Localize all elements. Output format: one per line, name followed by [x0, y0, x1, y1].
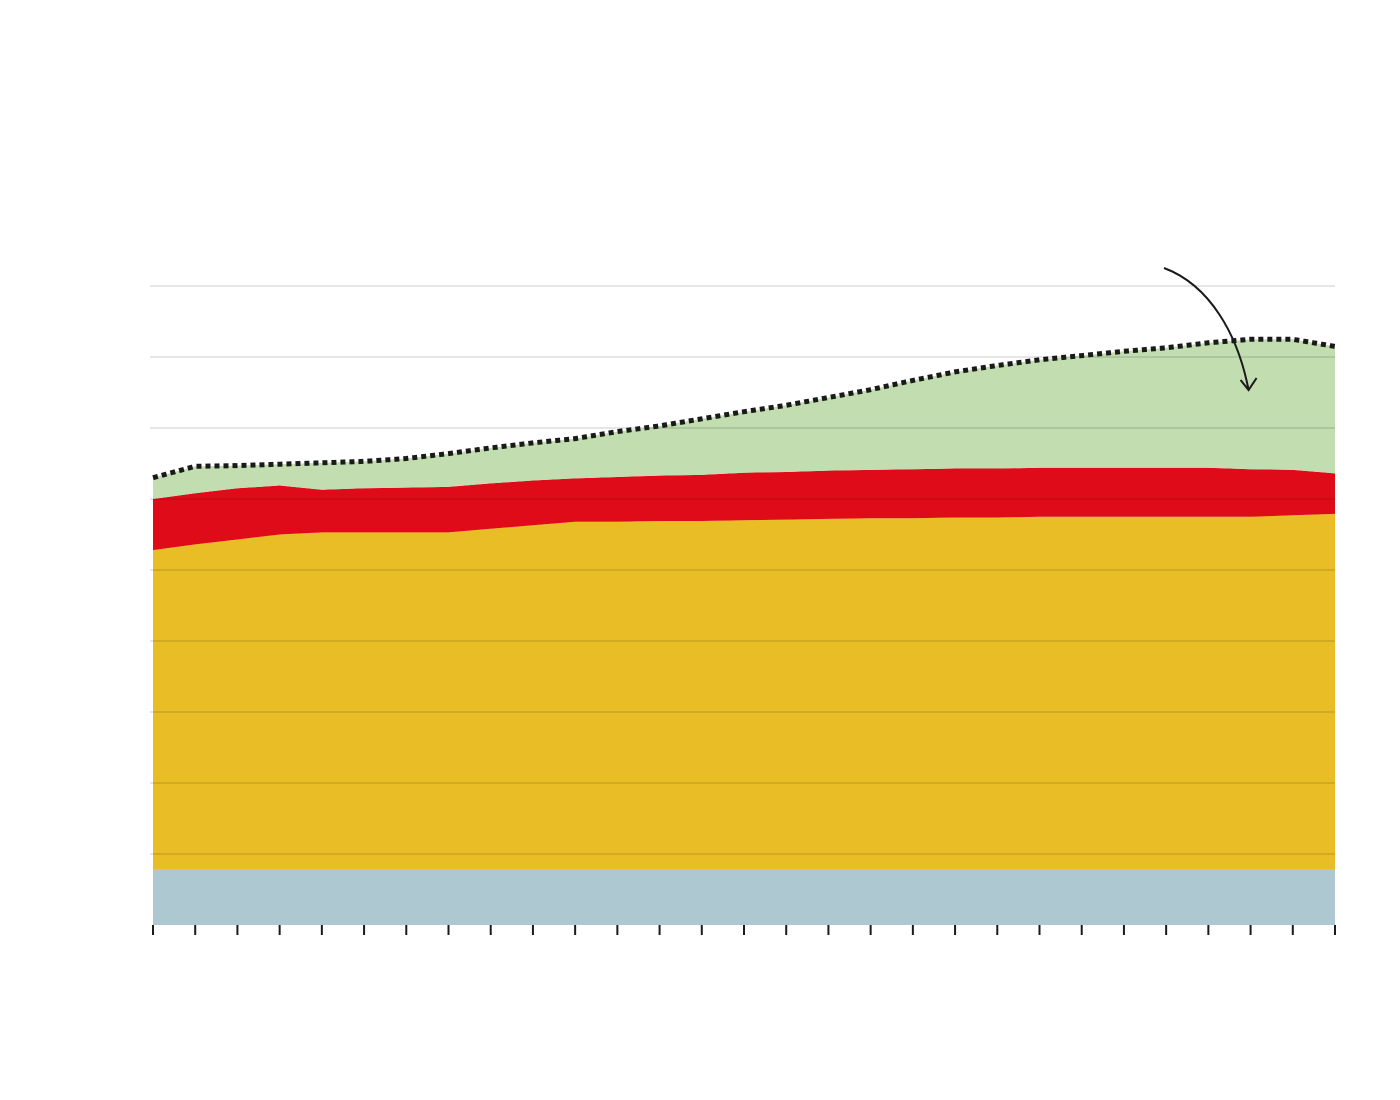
- annotation-layer: [1163, 267, 1258, 392]
- area-series-main: [153, 513, 1335, 870]
- annotation-arrowhead: [1239, 377, 1258, 392]
- area-layer: [153, 339, 1335, 925]
- area-series-top: [153, 339, 1335, 499]
- x-axis: [152, 925, 1336, 935]
- area-series-middle: [153, 467, 1335, 551]
- gridlines: [150, 285, 1335, 855]
- area-series-base: [153, 869, 1335, 925]
- total-line: [152, 336, 1336, 481]
- annotation-arrow: [1163, 267, 1250, 391]
- total-line-layer: [152, 336, 1336, 481]
